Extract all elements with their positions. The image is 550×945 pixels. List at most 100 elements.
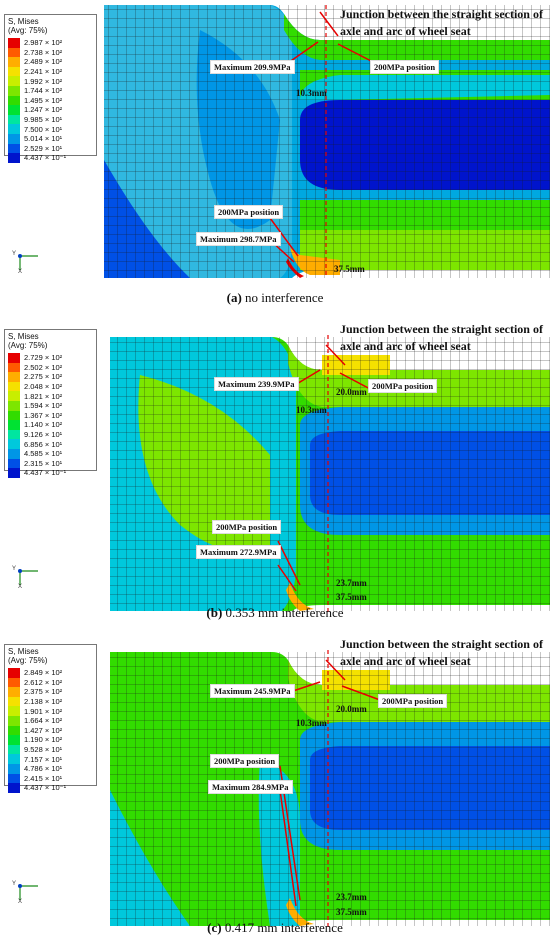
legend-value: 1.367 × 10² [24, 410, 63, 420]
legend-row: 6.856 × 10¹ [8, 439, 93, 449]
legend-value: 6.856 × 10¹ [24, 439, 63, 449]
legend-swatch [8, 744, 20, 755]
junction-label: Junction between the straight section of… [340, 7, 543, 38]
legend-row: 2.138 × 10² [8, 696, 93, 707]
panel-0417-interference: S, Mises (Avg: 75%) 2.849 × 10² 2.612 × 1… [0, 630, 550, 945]
legend-avg: (Avg: 75%) [8, 656, 48, 665]
axis-y-label: Y [12, 251, 17, 257]
legend-swatch [8, 763, 20, 774]
legend-value: 9.528 × 10¹ [24, 745, 63, 755]
legend-value: 2.241 × 10² [24, 67, 63, 77]
legend-row: 2.502 × 10² [8, 362, 93, 373]
junction-label: Junction between the straight section of… [340, 322, 543, 353]
label-bottom-200mpa: 200MPa position [212, 520, 282, 534]
legend-value: 2.502 × 10² [24, 362, 63, 372]
legend-value: 1.140 × 10² [24, 420, 63, 430]
legend-swatch [8, 725, 20, 736]
legend-row: 2.612 × 10² [8, 677, 93, 688]
stress-legend: S, Mises (Avg: 75%) 2.987 × 10² 2.738 × 1… [4, 14, 97, 163]
caption-text: 0.353 mm interference [222, 605, 344, 620]
legend-row: 2.275 × 10² [8, 372, 93, 382]
legend-swatch [8, 420, 20, 430]
dim-20-0: 20.0mm [336, 704, 367, 714]
legend-row: 2.048 × 10² [8, 381, 93, 392]
dim-23-7: 23.7mm [336, 578, 367, 588]
label-bottom-200mpa: 200MPa position [210, 754, 280, 768]
legend-value: 4.437 × 10⁻¹ [24, 783, 67, 793]
legend-value: 9.985 × 10¹ [24, 115, 63, 125]
stress-legend: S, Mises (Avg: 75%) 2.729 × 10² 2.502 × 1… [4, 329, 97, 478]
dim-37-5: 37.5mm [336, 907, 367, 917]
panel-0353-interference: S, Mises (Avg: 75%) 2.729 × 10² 2.502 × 1… [0, 315, 550, 630]
axis-y-label: Y [12, 566, 17, 572]
legend-value: 2.315 × 10¹ [24, 458, 63, 468]
legend-swatch [8, 153, 20, 163]
legend-row: 1.495 × 10² [8, 95, 93, 106]
legend-row: 7.500 × 10¹ [8, 124, 93, 134]
legend-swatch [8, 448, 20, 459]
legend-swatch [8, 66, 20, 77]
dim-37-5: 37.5mm [334, 264, 365, 274]
legend-swatch [8, 783, 20, 793]
legend-swatch [8, 114, 20, 125]
legend-swatch [8, 47, 20, 58]
label-top-200mpa: 200MPa position [370, 60, 440, 74]
caption-letter: (b) [206, 605, 223, 620]
legend-value: 1.247 × 10² [24, 105, 63, 115]
legend-value: 7.500 × 10¹ [24, 124, 63, 134]
caption-text: 0.417 mm interference [221, 920, 343, 935]
legend-row: 9.528 × 10¹ [8, 744, 93, 755]
legend-row: 4.585 × 10¹ [8, 448, 93, 459]
stress-legend: S, Mises (Avg: 75%) 2.849 × 10² 2.612 × 1… [4, 644, 97, 793]
legend-row: 1.190 × 10² [8, 735, 93, 745]
legend-swatch [8, 687, 20, 697]
legend-row: 2.738 × 10² [8, 47, 93, 58]
legend-row: 9.126 × 10¹ [8, 429, 93, 440]
legend-swatch [8, 57, 20, 67]
label-bottom-200mpa: 200MPa position [214, 205, 284, 219]
caption-c: (c) 0.417 mm interference [0, 920, 550, 936]
legend-value: 1.664 × 10² [24, 716, 63, 726]
legend-row: 2.489 × 10² [8, 57, 93, 67]
legend-avg: (Avg: 75%) [8, 341, 48, 350]
legend-row: 4.437 × 10⁻¹ [8, 468, 93, 478]
legend-swatch [8, 76, 20, 86]
legend-value: 5.014 × 10¹ [24, 134, 63, 144]
legend-swatch [8, 105, 20, 115]
legend-row: 1.901 × 10² [8, 706, 93, 716]
legend-value: 4.585 × 10¹ [24, 449, 63, 459]
legend-swatch [8, 381, 20, 392]
junction-label: Junction between the straight section of… [340, 637, 543, 668]
label-top-200mpa: 200MPa position [378, 694, 448, 708]
legend-rows: 2.849 × 10² 2.612 × 10² 2.375 × 10² 2.138 ×… [8, 668, 93, 793]
legend-swatch [8, 85, 20, 96]
legend-value: 9.126 × 10¹ [24, 430, 63, 440]
legend-row: 1.594 × 10² [8, 400, 93, 411]
legend-value: 2.138 × 10² [24, 697, 63, 707]
legend-value: 1.901 × 10² [24, 706, 63, 716]
legend-rows: 2.729 × 10² 2.502 × 10² 2.275 × 10² 2.048 ×… [8, 353, 93, 478]
legend-row: 1.744 × 10² [8, 85, 93, 96]
legend-row: 2.315 × 10¹ [8, 458, 93, 469]
legend-swatch [8, 468, 20, 478]
legend-row: 2.849 × 10² [8, 668, 93, 678]
legend-swatch [8, 95, 20, 106]
legend-swatch [8, 677, 20, 688]
dim-10-3: 10.3mm [296, 405, 327, 415]
legend-swatch [8, 353, 20, 363]
label-top-maximum: Maximum 209.9MPa [210, 60, 295, 74]
legend-value: 2.529 × 10¹ [24, 143, 63, 153]
dim-10-3: 10.3mm [296, 88, 327, 98]
dim-23-7: 23.7mm [336, 892, 367, 902]
legend-row: 1.821 × 10² [8, 391, 93, 401]
legend-value: 2.612 × 10² [24, 677, 63, 687]
axis-y-label: Y [12, 881, 17, 887]
dim-10-3: 10.3mm [296, 718, 327, 728]
legend-swatch [8, 38, 20, 48]
legend-row: 4.437 × 10⁻¹ [8, 153, 93, 163]
legend-row: 2.529 × 10¹ [8, 143, 93, 154]
legend-value: 1.190 × 10² [24, 735, 63, 745]
legend-value: 1.427 × 10² [24, 725, 63, 735]
mesh-body [104, 5, 550, 278]
legend-value: 2.375 × 10² [24, 687, 63, 697]
